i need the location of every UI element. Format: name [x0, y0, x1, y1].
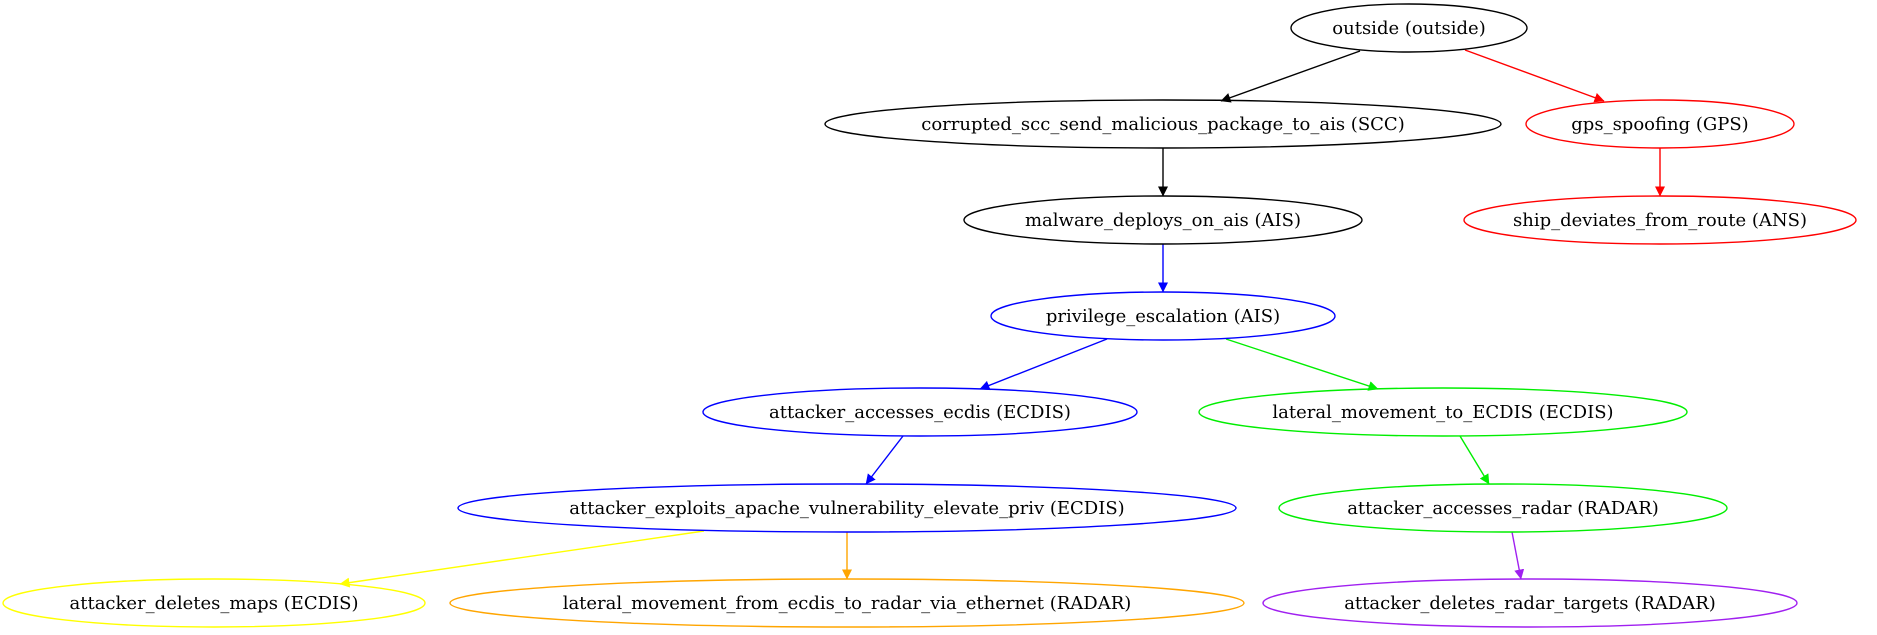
node-gps: gps_spoofing (GPS): [1525, 99, 1795, 149]
edge-radar-to-targets: [1511, 531, 1525, 580]
node-privesc: privilege_escalation (AIS): [990, 291, 1336, 341]
node-ellipse: [1198, 387, 1688, 437]
node-ellipse: [1262, 578, 1798, 628]
node-maps: attacker_deletes_maps (ECDIS): [2, 578, 426, 628]
node-ellipse: [457, 483, 1237, 533]
node-malware: malware_deploys_on_ais (AIS): [963, 195, 1363, 245]
edges-layer: [339, 49, 1665, 588]
node-ellipse: [1278, 483, 1728, 533]
node-ecdis: attacker_accesses_ecdis (ECDIS): [702, 387, 1138, 437]
nodes-layer: outside (outside) corrupted_scc_send_mali…: [2, 3, 1857, 628]
edge-privesc-to-lateral_ecdis: [1225, 338, 1379, 391]
node-label: privilege_escalation (AIS): [1046, 306, 1280, 327]
node-label: lateral_movement_to_ECDIS (ECDIS): [1272, 402, 1613, 423]
node-targets: attacker_deletes_radar_targets (RADAR): [1262, 578, 1798, 628]
edge-ecdis-to-apache: [865, 435, 904, 485]
node-label: ship_deviates_from_route (ANS): [1513, 210, 1807, 231]
node-ellipse: [824, 99, 1502, 149]
edge-lateral_ecdis-to-radar: [1459, 435, 1490, 485]
node-outside: outside (outside): [1290, 3, 1528, 53]
edge-outside-to-scc: [1220, 50, 1361, 103]
node-ellipse: [963, 195, 1363, 245]
node-label: attacker_exploits_apache_vulnerability_e…: [569, 498, 1124, 519]
node-label: outside (outside): [1332, 18, 1485, 39]
edge-apache-to-maps: [339, 530, 705, 588]
node-ship: ship_deviates_from_route (ANS): [1463, 195, 1857, 245]
node-ellipse: [1463, 195, 1857, 245]
node-ellipse: [1525, 99, 1795, 149]
node-label: corrupted_scc_send_malicious_package_to_…: [921, 114, 1404, 135]
edge-privesc-to-ecdis: [979, 338, 1108, 391]
node-ellipse: [990, 291, 1336, 341]
node-lateral_radar: lateral_movement_from_ecdis_to_radar_via…: [449, 578, 1245, 628]
node-ellipse: [702, 387, 1138, 437]
node-ellipse: [2, 578, 426, 628]
node-apache: attacker_exploits_apache_vulnerability_e…: [457, 483, 1237, 533]
node-label: lateral_movement_from_ecdis_to_radar_via…: [563, 593, 1132, 614]
node-radar: attacker_accesses_radar (RADAR): [1278, 483, 1728, 533]
node-label: attacker_accesses_radar (RADAR): [1347, 498, 1659, 519]
node-label: gps_spoofing (GPS): [1571, 114, 1748, 135]
node-label: malware_deploys_on_ais (AIS): [1025, 210, 1301, 231]
node-ellipse: [1290, 3, 1528, 53]
node-label: attacker_deletes_radar_targets (RADAR): [1344, 593, 1716, 614]
node-lateral_ecdis: lateral_movement_to_ECDIS (ECDIS): [1198, 387, 1688, 437]
node-ellipse: [449, 578, 1245, 628]
edge-outside-to-gps: [1464, 49, 1605, 103]
node-label: attacker_deletes_maps (ECDIS): [70, 593, 359, 614]
node-scc: corrupted_scc_send_malicious_package_to_…: [824, 99, 1502, 149]
node-label: attacker_accesses_ecdis (ECDIS): [769, 402, 1071, 423]
